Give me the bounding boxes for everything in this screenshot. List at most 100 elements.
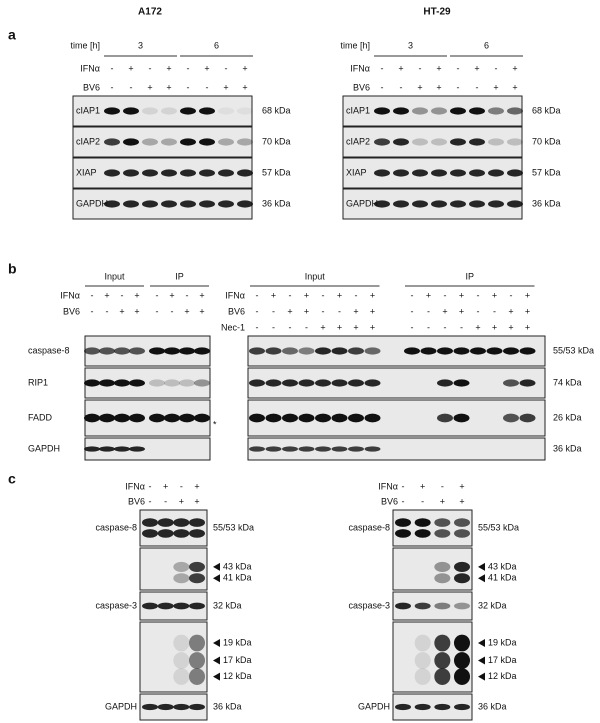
size-label: 41 kDa [488, 573, 517, 583]
band [434, 703, 451, 711]
sign: - [476, 82, 479, 92]
sign: + [436, 82, 441, 92]
sign: - [171, 306, 174, 316]
sign: + [442, 306, 447, 316]
size-label: 70 kDa [262, 136, 291, 146]
sign: + [420, 481, 425, 491]
band [450, 138, 466, 146]
band [84, 446, 100, 452]
sign: - [322, 290, 325, 300]
band [315, 413, 331, 423]
band [84, 347, 100, 355]
band [199, 107, 215, 115]
sign: - [111, 82, 114, 92]
band [173, 518, 190, 527]
sign: - [322, 306, 325, 316]
band [454, 518, 470, 527]
band [364, 347, 381, 355]
sign: + [204, 63, 209, 73]
band [189, 518, 205, 527]
size-label: 70 kDa [532, 136, 561, 146]
band [104, 169, 120, 177]
row-label: BV6 [83, 82, 100, 92]
sign: - [225, 63, 228, 73]
sign: - [256, 290, 259, 300]
band [189, 561, 205, 572]
size-label: 68 kDa [532, 105, 561, 115]
panel-label: a [8, 27, 16, 43]
band [189, 573, 205, 584]
sign: + [194, 481, 199, 491]
band [503, 347, 519, 355]
blot-label: RIP1 [28, 377, 48, 387]
band [129, 347, 145, 355]
row-label: time [h] [70, 40, 100, 50]
band [282, 347, 298, 355]
size-label: 55/53 kDa [213, 522, 254, 532]
time-group: 6 [214, 40, 219, 50]
time-group: 6 [484, 40, 489, 50]
band [114, 347, 130, 355]
band [114, 413, 130, 423]
sign: - [289, 322, 292, 332]
group-label: IP [465, 271, 474, 281]
size-label: 57 kDa [262, 167, 291, 177]
band [414, 668, 431, 685]
band [393, 200, 409, 208]
band [454, 668, 470, 685]
size-label: 68 kDa [262, 105, 291, 115]
band [437, 379, 453, 387]
sign: + [525, 322, 530, 332]
band [414, 529, 431, 538]
band [393, 107, 409, 115]
sign: + [104, 290, 109, 300]
band [173, 529, 190, 538]
sign: - [444, 290, 447, 300]
sign: - [180, 481, 183, 491]
band [348, 347, 364, 355]
time-group: 3 [138, 40, 143, 50]
band [395, 703, 411, 711]
sign: - [441, 481, 444, 491]
blot [84, 367, 211, 399]
arrow [478, 562, 485, 571]
band [199, 138, 215, 146]
band [123, 200, 139, 208]
blot-label: caspase-3 [348, 600, 390, 610]
band [395, 529, 411, 538]
arrow [478, 574, 485, 583]
sign: + [223, 82, 228, 92]
sign: - [355, 290, 358, 300]
band [503, 379, 519, 387]
sign: - [149, 496, 152, 506]
band [237, 169, 253, 177]
band [412, 107, 428, 115]
row-label: BV6 [128, 496, 145, 506]
size-label: 17 kDa [488, 655, 517, 665]
band [218, 138, 234, 146]
band [315, 379, 331, 387]
band [129, 446, 145, 452]
band [179, 379, 195, 387]
band [157, 703, 174, 711]
band [84, 379, 100, 387]
row-label: BV6 [353, 82, 370, 92]
sign: - [164, 496, 167, 506]
row-label: IFNα [378, 481, 398, 491]
band [104, 200, 120, 208]
band [414, 652, 431, 669]
band [99, 347, 115, 355]
panel-label: b [8, 261, 17, 277]
band [454, 561, 470, 572]
size-label: 43 kDa [223, 561, 252, 571]
band [189, 652, 205, 669]
band [157, 518, 174, 527]
blot [139, 509, 208, 547]
band [453, 347, 470, 355]
band [374, 138, 390, 146]
size-label: 57 kDa [532, 167, 561, 177]
band [453, 413, 470, 423]
size-label: 55/53 kDa [478, 522, 519, 532]
band [469, 200, 485, 208]
band [348, 446, 364, 452]
